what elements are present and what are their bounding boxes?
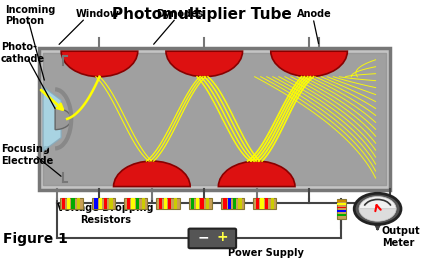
Bar bbox=[224, 198, 227, 209]
Bar bbox=[271, 198, 274, 209]
Bar bbox=[136, 198, 139, 209]
Bar bbox=[62, 198, 65, 209]
Bar bbox=[337, 200, 346, 202]
Bar bbox=[104, 198, 107, 209]
Text: Power Supply: Power Supply bbox=[229, 248, 304, 258]
Bar bbox=[337, 211, 346, 212]
Bar bbox=[337, 199, 346, 219]
Bar bbox=[189, 198, 212, 209]
FancyBboxPatch shape bbox=[189, 229, 236, 248]
Bar bbox=[238, 198, 241, 209]
FancyBboxPatch shape bbox=[39, 48, 390, 190]
Bar bbox=[168, 198, 171, 209]
Bar bbox=[109, 198, 113, 209]
Bar bbox=[201, 198, 204, 209]
Bar bbox=[221, 198, 244, 209]
Bar bbox=[337, 207, 346, 208]
Bar bbox=[77, 198, 80, 209]
Text: Output
Meter: Output Meter bbox=[382, 226, 420, 248]
Bar bbox=[159, 198, 162, 209]
Bar bbox=[253, 198, 276, 209]
Bar bbox=[131, 198, 135, 209]
Bar bbox=[265, 198, 268, 209]
Bar bbox=[196, 198, 199, 209]
Wedge shape bbox=[218, 161, 295, 187]
Bar bbox=[191, 198, 194, 209]
Wedge shape bbox=[271, 51, 347, 77]
Text: −: − bbox=[198, 230, 209, 244]
Bar bbox=[164, 198, 167, 209]
Polygon shape bbox=[43, 87, 61, 151]
Text: Figure 1: Figure 1 bbox=[3, 232, 68, 247]
Bar bbox=[99, 198, 102, 209]
Text: Voltage Dropping
Resistors: Voltage Dropping Resistors bbox=[57, 204, 154, 225]
Bar bbox=[260, 198, 264, 209]
Wedge shape bbox=[359, 209, 396, 221]
Bar bbox=[174, 198, 177, 209]
Wedge shape bbox=[113, 161, 190, 187]
Bar bbox=[71, 198, 75, 209]
Bar bbox=[94, 198, 98, 209]
Bar bbox=[142, 198, 145, 209]
Text: Dynodes: Dynodes bbox=[156, 9, 203, 19]
Text: Incoming
Photon: Incoming Photon bbox=[5, 5, 55, 26]
Wedge shape bbox=[55, 108, 71, 130]
Wedge shape bbox=[61, 51, 138, 77]
Text: Focusing
Electrode: Focusing Electrode bbox=[1, 144, 53, 166]
Bar bbox=[127, 198, 130, 209]
Bar bbox=[124, 198, 147, 209]
Bar bbox=[67, 198, 70, 209]
Bar bbox=[156, 198, 180, 209]
Bar bbox=[337, 214, 346, 216]
Bar bbox=[337, 203, 346, 205]
Text: Window: Window bbox=[75, 9, 119, 19]
Bar bbox=[206, 198, 210, 209]
Wedge shape bbox=[359, 197, 396, 209]
Text: Anode: Anode bbox=[297, 9, 332, 19]
Bar bbox=[255, 198, 259, 209]
Bar bbox=[233, 198, 236, 209]
Bar bbox=[60, 198, 83, 209]
Text: Photomultiplier Tube: Photomultiplier Tube bbox=[112, 7, 292, 22]
Wedge shape bbox=[166, 51, 243, 77]
Text: +: + bbox=[217, 230, 228, 244]
FancyBboxPatch shape bbox=[43, 53, 385, 185]
Bar bbox=[92, 198, 115, 209]
Text: Photo-
cathode: Photo- cathode bbox=[1, 42, 45, 64]
Bar bbox=[228, 198, 231, 209]
Circle shape bbox=[354, 193, 401, 224]
